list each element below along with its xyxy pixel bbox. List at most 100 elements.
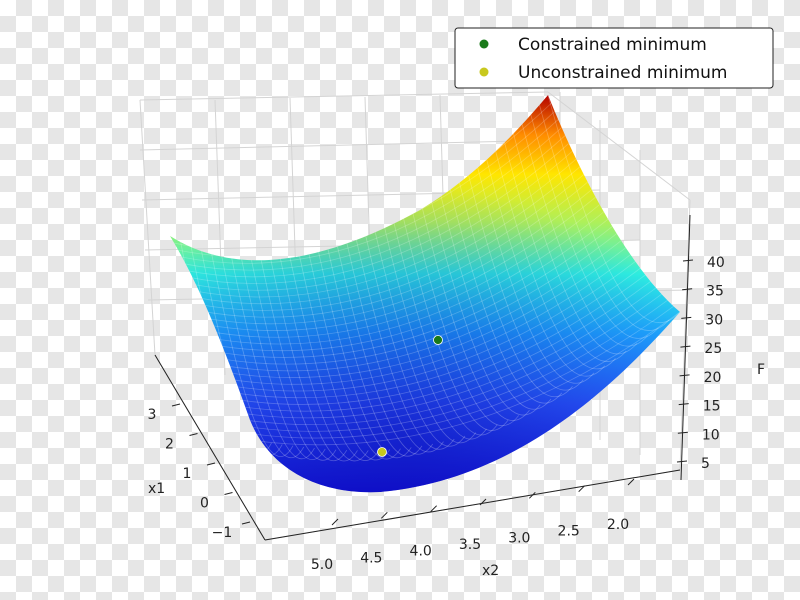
mesh-line [220,232,632,372]
x2-tick [380,511,388,519]
mesh-line [199,174,597,318]
mesh-line [239,282,663,419]
mesh-line [236,275,659,412]
x2-tick [430,505,438,513]
mesh-line [245,231,337,461]
z-tick-label: 10 [702,427,720,443]
legend-label-constrained: Constrained minimum [518,35,707,55]
x2-tick [331,518,339,526]
x2-axis-line [264,469,681,541]
mesh-line [330,214,434,455]
z-tick-label: 20 [704,370,722,386]
x1-tick-label: 1 [183,466,192,482]
mesh-line [185,138,575,284]
pane-gridline [139,139,561,151]
z-tick [676,460,688,463]
z-tick-label: 30 [705,312,723,328]
pane-gridline [139,99,156,356]
mesh-line [180,123,566,271]
constrained-minimum-point [433,335,443,345]
pane-gridline [679,199,691,471]
mesh-line [215,217,624,358]
mesh-line [207,234,294,457]
mesh-line [233,268,654,405]
mesh-line [201,181,602,325]
z-tick [677,431,688,434]
mesh-line [301,222,401,460]
z-tick-label: 25 [704,341,722,357]
mesh-line [177,116,562,264]
z-tick [680,345,691,348]
x1-tick-label: 0 [200,496,209,512]
z-tick-label: 35 [706,284,724,300]
x1-tick [224,492,233,495]
mesh-line [188,145,580,291]
mesh-line [212,210,619,352]
mesh-line [273,227,369,462]
mesh-line [249,311,680,446]
mesh-line [193,159,588,305]
mesh-line [264,228,358,462]
mesh-line [424,174,541,416]
mesh-line [228,253,646,392]
unconstrained-minimum-point [377,447,387,457]
mesh-line [509,121,638,355]
mesh-line [283,225,380,461]
legend: Constrained minimum Unconstrained minimu… [454,27,774,89]
x2-axis-label: x2 [482,563,499,579]
mesh-line [547,95,680,323]
z-tick-label: 40 [707,255,725,271]
mesh-line [209,203,615,345]
x2-tick [578,485,586,493]
z-tick [679,374,690,377]
x1-tick [241,521,251,525]
z-tick [678,403,689,406]
mesh-line [500,127,627,362]
x2-tick [528,491,536,499]
mesh-line [204,188,606,331]
minimum-points [377,335,443,457]
mesh-line [462,152,584,391]
mesh-line [528,108,659,339]
x2-tick-label: 3.5 [459,537,481,553]
mesh-line [217,224,628,365]
mesh-line [311,219,412,459]
mesh-line [443,164,563,404]
mesh-line [434,169,552,410]
mesh-line [225,246,641,385]
mesh-line [490,134,616,370]
mesh-line [196,167,593,311]
mesh-line [481,140,606,377]
x1-tick-label: 3 [148,407,157,423]
mesh-line [191,152,584,298]
x2-tick-label: 5.0 [311,557,333,573]
mesh-line [415,179,530,421]
z-tick-label: 5 [701,456,710,472]
mesh-line [377,197,487,440]
legend-marker-unconstrained [479,67,489,77]
mesh-line [453,158,573,398]
mesh-line [216,233,305,459]
mesh-line [223,239,637,378]
z-tick [682,288,693,291]
mesh-line [538,101,670,331]
mesh-line [339,211,444,453]
mesh-line [358,205,466,447]
x2-axis: 5.0 4.5 4.0 3.5 3.0 2.5 2.0 [264,469,681,573]
mesh-line [244,297,672,432]
mesh-line [254,230,348,462]
x2-tick-label: 2.5 [558,524,580,540]
mesh-line [349,208,455,450]
x2-tick-label: 4.0 [410,544,432,560]
mesh-line [405,184,520,427]
mesh-line [247,304,676,439]
mesh-line [235,232,326,460]
z-axis: 5 10 15 20 25 30 35 40 [676,214,725,481]
z-axis-line [680,214,691,481]
x1-axis-line [154,354,266,541]
mesh-line [386,193,498,436]
x1-tick [171,403,181,407]
z-tick [681,316,692,319]
